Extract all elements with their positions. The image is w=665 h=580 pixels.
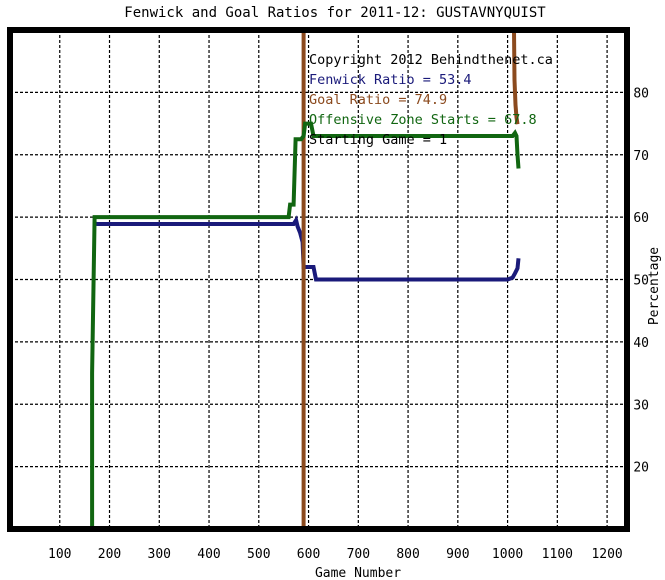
x-tick-label-1100: 1100 <box>542 547 573 562</box>
x-tick-label-1000: 1000 <box>492 547 523 562</box>
y-tick-label-40: 40 <box>633 336 649 351</box>
annotation-3: Offensive Zone Starts = 67.8 <box>309 112 537 128</box>
y-tick-label-20: 20 <box>633 461 649 476</box>
x-tick-label-700: 700 <box>347 547 370 562</box>
x-tick-label-500: 500 <box>247 547 270 562</box>
annotation-1: Fenwick Ratio = 53.4 <box>309 72 472 88</box>
x-tick-label-800: 800 <box>396 547 419 562</box>
series-line-3 <box>90 121 521 529</box>
series-line-2 <box>512 29 520 125</box>
legend-annotations: Copyright 2012 Behindthenet.ca Fenwick Ra… <box>309 52 553 148</box>
y-tick-label-80: 80 <box>633 86 649 101</box>
x-tick-label-200: 200 <box>98 547 121 562</box>
x-tick-labels: 100 200 300 400 500 600 700 800 900 1000 1100 1200 <box>48 547 623 562</box>
plot-frame <box>7 27 630 532</box>
y-tick-label-50: 50 <box>633 274 649 289</box>
x-tick-label-900: 900 <box>446 547 469 562</box>
annotation-4: Starting Game = 1 <box>309 132 447 148</box>
chart-title: Fenwick and Goal Ratios for 2011-12: GUS… <box>124 5 546 21</box>
x-tick-label-400: 400 <box>197 547 220 562</box>
x-tick-label-1200: 1200 <box>591 547 622 562</box>
y-tick-label-60: 60 <box>633 211 649 226</box>
y-axis-label: Percentage <box>647 247 662 325</box>
series-lines <box>90 29 521 529</box>
x-tick-label-100: 100 <box>48 547 71 562</box>
y-tick-labels: 20 30 40 50 60 70 80 <box>633 86 649 475</box>
x-tick-label-300: 300 <box>148 547 171 562</box>
annotation-2: Goal Ratio = 74.9 <box>309 92 447 108</box>
y-tick-label-70: 70 <box>633 149 649 164</box>
annotation-0: Copyright 2012 Behindthenet.ca <box>309 52 553 68</box>
x-tick-label-600: 600 <box>297 547 320 562</box>
y-tick-label-30: 30 <box>633 398 649 413</box>
x-axis-label: Game Number <box>315 566 401 580</box>
